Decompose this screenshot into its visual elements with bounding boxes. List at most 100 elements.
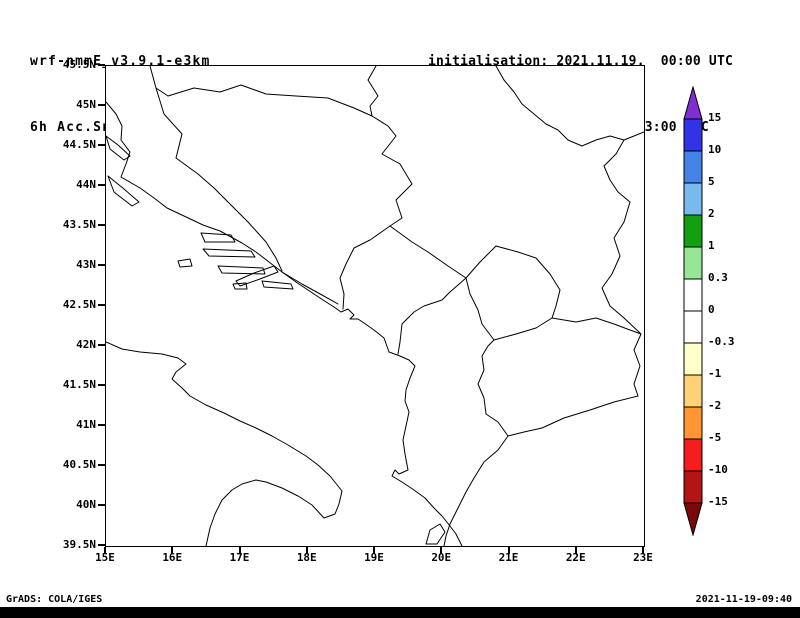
island-korcula: [217, 265, 266, 275]
colorbar-scale: [683, 86, 703, 536]
border-serbia-romania: [495, 66, 625, 147]
island-dugi-otok: [107, 175, 140, 207]
border-croatia-serbia: [367, 66, 379, 117]
border-croatia-bosnia-south: [281, 271, 339, 305]
island-lastovo: [232, 282, 248, 290]
peninsula-peljesac: [235, 265, 279, 287]
colorbar-segment: [683, 118, 703, 152]
y-axis-tick: [98, 304, 105, 306]
x-axis-tick: [642, 546, 644, 554]
x-axis-label: 17E: [229, 551, 250, 564]
colorbar-level-label: 1: [708, 239, 715, 252]
colorbar-segment: [683, 406, 703, 440]
y-axis-label: 42N: [76, 338, 96, 351]
colorbar-level-label: 2: [708, 207, 715, 220]
y-axis-tick: [98, 344, 105, 346]
x-axis-tick: [440, 546, 443, 554]
x-axis-label: 23E: [633, 551, 653, 564]
colorbar-level-label: 0: [708, 303, 715, 316]
coastline-italy: [106, 341, 343, 546]
colorbar-segment: [683, 374, 703, 408]
island-mljet: [261, 280, 294, 290]
border-croatia-bosnia: [155, 87, 283, 272]
colorbar-level-label: 10: [708, 143, 722, 156]
y-axis-tick: [98, 384, 105, 386]
colorbar-level-label: -5: [708, 431, 722, 444]
y-axis-label: 43.5N: [62, 218, 96, 231]
island-vis: [177, 258, 193, 268]
x-axis-tick: [104, 546, 106, 554]
grads-credit: GrADS: COLA/IGES: [6, 594, 103, 605]
island-corfu: [425, 523, 446, 545]
y-axis-tick: [98, 544, 105, 546]
island-brac: [200, 232, 236, 243]
y-axis-label: 41N: [76, 418, 96, 431]
x-axis-tick: [238, 546, 241, 554]
border-drina-bosnia-serbia: [371, 115, 413, 227]
border-croatia-north: [149, 66, 373, 117]
y-axis-label: 44.5N: [62, 138, 96, 151]
y-axis-label: 42.5N: [62, 298, 96, 311]
y-axis-tick: [98, 184, 105, 186]
colorbar-segment: [683, 278, 703, 312]
y-axis-tick: [98, 464, 105, 466]
colorbar-segment: [683, 246, 703, 280]
y-axis-tick: [98, 504, 105, 506]
island-hvar: [202, 248, 256, 258]
colorbar-segment: [683, 214, 703, 248]
coastlines-and-borders: [106, 66, 644, 546]
plot-timestamp: 2021-11-19-09:40: [695, 594, 792, 605]
border-montenegro-serbia: [389, 225, 467, 279]
y-axis-tick: [98, 224, 105, 226]
border-bosnia-montenegro: [339, 225, 391, 310]
y-axis-label: 43N: [76, 258, 96, 271]
coastline-adriatic-east: [106, 101, 463, 546]
y-axis-label: 45N: [76, 98, 96, 111]
border-serbia-bulgaria: [601, 139, 642, 335]
colorbar-level-label: 5: [708, 175, 715, 188]
colorbar-level-label: 0.3: [708, 271, 728, 284]
map-area: [105, 65, 645, 547]
y-axis-label: 41.5N: [62, 378, 96, 391]
border-kosovo: [465, 245, 561, 341]
y-axis-tick: [98, 144, 105, 146]
island-pag: [106, 135, 131, 161]
border-macedonia-south: [507, 395, 639, 437]
y-axis-label: 40N: [76, 498, 96, 511]
border-albania-greece: [443, 435, 509, 546]
colorbar-segment: [683, 342, 703, 376]
border-danube-east: [623, 131, 644, 141]
x-axis-label: 20E: [431, 551, 452, 564]
colorbar-segment: [683, 470, 703, 504]
colorbar-segment: [683, 310, 703, 344]
colorbar-arrow-bottom: [683, 502, 703, 536]
x-axis-tick: [507, 546, 510, 554]
x-axis-tick: [373, 546, 375, 554]
y-axis-label: 45.5N: [62, 58, 96, 71]
x-axis-label: 21E: [498, 551, 519, 564]
colorbar-segment: [683, 182, 703, 216]
y-axis-label: 40.5N: [62, 458, 96, 471]
y-axis-tick: [98, 424, 105, 426]
x-axis-label: 16E: [162, 551, 183, 564]
x-axis-tick: [305, 546, 308, 554]
x-axis-label: 22E: [565, 551, 586, 564]
colorbar-level-label: -15: [708, 495, 728, 508]
colorbar-level-label: -0.3: [708, 335, 735, 348]
y-axis-tick: [98, 264, 105, 266]
border-macedonia-west: [477, 339, 509, 437]
x-axis-tick: [171, 546, 174, 554]
y-axis-tick: [98, 64, 105, 66]
colorbar-level-label: 15: [708, 111, 722, 124]
colorbar-level-label: -2: [708, 399, 722, 412]
x-axis-label: 18E: [296, 551, 317, 564]
x-axis-label: 15E: [95, 551, 115, 564]
colorbar-arrow-top: [683, 86, 703, 120]
bottom-bar: [0, 607, 800, 618]
y-axis-label: 39.5N: [62, 538, 96, 551]
colorbar-segment: [683, 150, 703, 184]
border-macedonia-northeast: [551, 317, 642, 397]
x-axis-tick: [574, 546, 577, 554]
x-axis-label: 19E: [364, 551, 384, 564]
